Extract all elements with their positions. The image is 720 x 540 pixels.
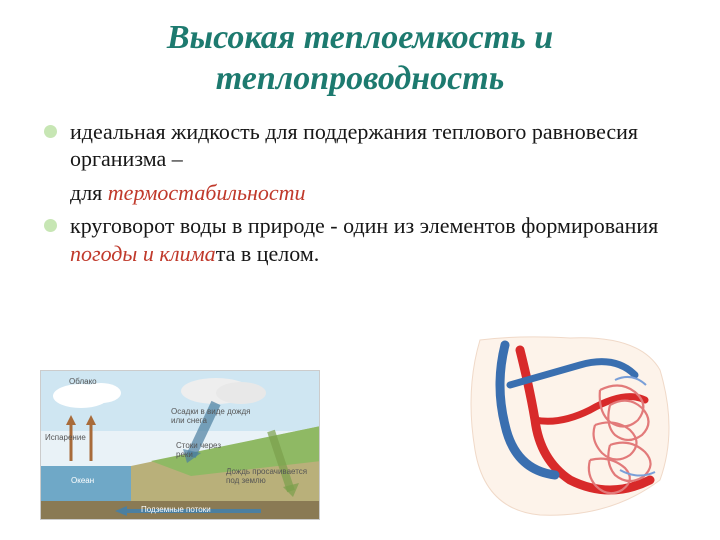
bullet-1-line1: идеальная жидкость для поддержания тепло… [70,119,638,172]
slide: Высокая теплоемкость и теплопроводность … [0,0,720,540]
bullet-1-line2-em: термостабильности [108,180,306,205]
label-runoff: Стоки через реки [176,441,236,459]
bullet-item-1: идеальная жидкость для поддержания тепло… [44,118,680,173]
label-precip: Осадки в виде дождя или снега [171,407,251,425]
bullet-list: идеальная жидкость для поддержания тепло… [44,118,680,173]
label-ground: Подземные потоки [141,505,211,514]
bullet-2-suffix: та в целом. [216,241,320,266]
bullet-2-prefix: круговорот воды в природе - один из элем… [70,213,658,238]
anatomy-diagram [460,330,680,520]
water-cycle-diagram: Облако Испарение Океан Осадки в виде дож… [40,370,320,520]
label-cloud: Облако [69,377,97,386]
bullet-1-line2: для термостабильности [40,179,680,207]
bullet-2-em: погоды и клима [70,241,216,266]
label-evap: Испарение [45,433,86,442]
label-infilt: Дождь просачивается под землю [226,467,316,485]
bullet-list-2: круговорот воды в природе - один из элем… [44,212,680,267]
label-ocean: Океан [71,476,94,485]
anatomy-svg [460,330,680,520]
bullet-item-2: круговорот воды в природе - один из элем… [44,212,680,267]
images-row: Облако Испарение Океан Осадки в виде дож… [40,330,680,520]
slide-title: Высокая теплоемкость и теплопроводность [40,18,680,100]
bullet-1-line2-prefix: для [70,180,108,205]
